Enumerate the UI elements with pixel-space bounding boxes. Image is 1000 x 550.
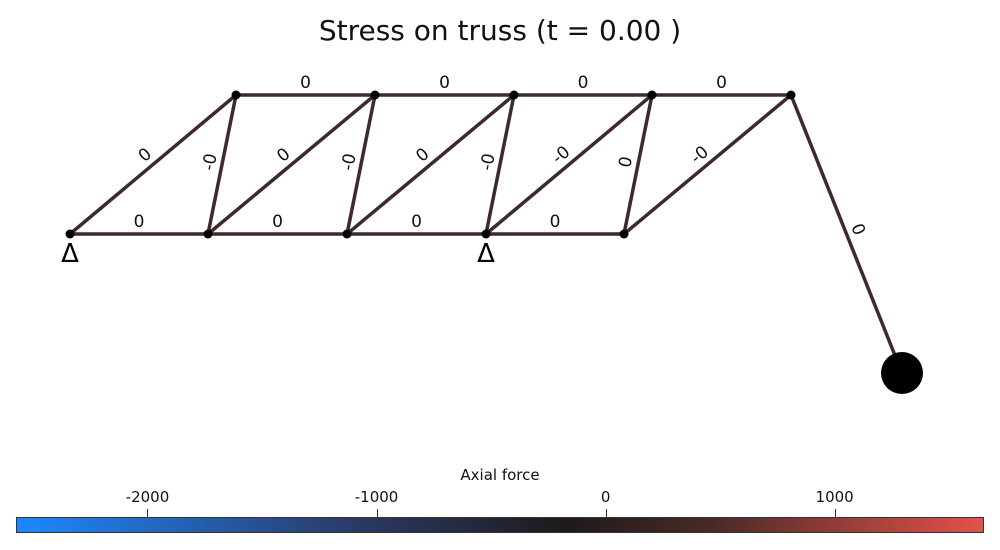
member-force-label: 0 (411, 212, 422, 232)
member-force-label: 0 (716, 73, 727, 93)
truss-member (68, 93, 238, 236)
member-force-label: -0 (338, 152, 361, 173)
colorbar-tick-label: -2000 (125, 488, 170, 506)
truss-member (206, 94, 238, 235)
truss-node (619, 229, 629, 239)
truss-node (65, 229, 75, 239)
member-force-label: -0 (477, 152, 500, 173)
truss-member (789, 94, 904, 374)
truss-member (345, 94, 377, 235)
member-force-label: 0 (578, 73, 589, 93)
colorbar-tick-mark (376, 509, 378, 517)
colorbar (16, 517, 984, 533)
truss-node (509, 90, 519, 100)
member-force-label: 0 (846, 221, 869, 238)
member-force-label: 0 (615, 155, 637, 170)
member-force-label: -0 (199, 152, 222, 173)
truss-member (206, 93, 377, 236)
support-icon: Δ (477, 239, 495, 269)
colorbar-tick-mark (605, 509, 607, 517)
member-force-label: 0 (439, 73, 450, 93)
colorbar-tick-label: 1000 (815, 488, 854, 506)
hanging-mass (881, 352, 923, 394)
truss-node (370, 90, 380, 100)
truss-member (622, 94, 654, 235)
support-icon: Δ (61, 239, 79, 269)
colorbar-tick-label: -1000 (354, 488, 399, 506)
colorbar-tick-mark (834, 509, 836, 517)
member-force-label: 0 (550, 212, 561, 232)
truss-member (345, 93, 516, 236)
truss-member (484, 94, 516, 235)
truss-member (622, 93, 793, 236)
truss-node (342, 229, 352, 239)
truss-node (786, 90, 796, 100)
member-force-label: 0 (300, 73, 311, 93)
colorbar-label: Axial force (460, 466, 540, 484)
colorbar-tick-label: 0 (600, 488, 611, 506)
truss-diagram: 0 0 0 00 0 0 00 -0 0 -0 0 -0 -0 0 -00Δ Δ (61, 73, 923, 394)
truss-node (203, 229, 213, 239)
member-force-label: 0 (134, 212, 145, 232)
colorbar-tick-mark (147, 509, 149, 517)
member-force-label: 0 (272, 212, 283, 232)
plot-title: Stress on truss (t = 0.00 ) (318, 14, 682, 47)
truss-node (231, 90, 241, 100)
truss-node (647, 90, 657, 100)
truss-member (484, 93, 654, 236)
truss-node (481, 229, 491, 239)
